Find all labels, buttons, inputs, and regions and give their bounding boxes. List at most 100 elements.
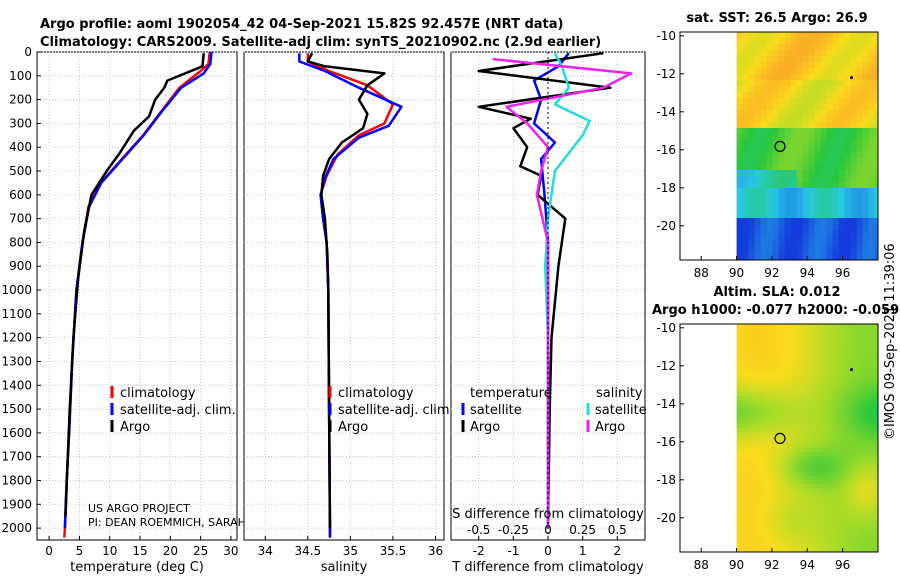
- sla-map-image: [736, 324, 878, 552]
- map-cell: [828, 516, 834, 521]
- map-cell: [872, 324, 878, 329]
- map-cell: [864, 436, 870, 441]
- map-cell: [744, 348, 750, 353]
- y-tick-label: 400: [9, 140, 32, 154]
- map-cell: [802, 248, 810, 255]
- map-cell: [778, 200, 786, 207]
- map-cell: [760, 152, 768, 159]
- map-cell: [796, 56, 804, 63]
- map-cell: [744, 420, 750, 425]
- map-cell: [760, 188, 768, 195]
- map-cell: [844, 230, 852, 237]
- map-cell: [754, 236, 762, 243]
- map-cell: [760, 472, 766, 477]
- map-cell: [808, 194, 816, 201]
- map-cell: [836, 488, 842, 493]
- map-cell: [754, 152, 762, 159]
- y-tick-label: 200: [9, 93, 32, 107]
- map-cell: [800, 404, 806, 409]
- salinity-xlabel: salinity: [321, 560, 368, 575]
- map-cell: [856, 176, 864, 183]
- map-cell: [848, 360, 854, 365]
- map-cell: [820, 104, 828, 111]
- map-cell: [824, 456, 830, 461]
- map-cell: [832, 182, 840, 189]
- map-cell: [868, 424, 874, 429]
- map-cell: [764, 448, 770, 453]
- map-cell: [838, 122, 846, 129]
- map-cell: [802, 68, 810, 75]
- map-cell: [736, 56, 744, 63]
- map-cell: [772, 86, 780, 93]
- map-cell: [828, 468, 834, 473]
- map-cell: [832, 508, 838, 513]
- map-cell: [814, 224, 822, 231]
- map-cell: [768, 540, 774, 545]
- map-cell: [748, 472, 754, 477]
- map-cell: [868, 456, 874, 461]
- map-cell: [840, 448, 846, 453]
- map-cell: [800, 444, 806, 449]
- map-cell: [844, 368, 850, 373]
- map-cell: [832, 344, 838, 349]
- map-cell: [760, 170, 768, 177]
- map-cell: [838, 32, 846, 39]
- map-cell: [844, 528, 850, 533]
- map-cell: [772, 520, 778, 525]
- map-cell: [792, 496, 798, 501]
- map-cell: [850, 212, 858, 219]
- map-cell: [756, 468, 762, 473]
- map-cell: [850, 86, 858, 93]
- map-cell: [862, 188, 870, 195]
- map-cell: [808, 360, 814, 365]
- map-cell: [820, 50, 828, 57]
- map-cell: [856, 344, 862, 349]
- map-cell: [800, 340, 806, 345]
- map-cell: [784, 340, 790, 345]
- map-cell: [856, 182, 864, 189]
- map-cell: [812, 340, 818, 345]
- map-cell: [844, 480, 850, 485]
- map-cell: [860, 452, 866, 457]
- sst-map-frame: [679, 31, 879, 261]
- map-cell: [832, 544, 838, 549]
- map-cell: [736, 86, 744, 93]
- map-cell: [752, 464, 758, 469]
- map-cell: [784, 496, 790, 501]
- map-cell: [836, 484, 842, 489]
- map-cell: [748, 524, 754, 529]
- map-cell: [752, 444, 758, 449]
- map-cell: [832, 420, 838, 425]
- map-cell: [802, 236, 810, 243]
- map-cell: [868, 492, 874, 497]
- map-cell: [796, 500, 802, 505]
- map-cell: [860, 356, 866, 361]
- map-cell: [800, 420, 806, 425]
- map-cell: [864, 508, 870, 513]
- map-cell: [840, 440, 846, 445]
- map-cell: [824, 536, 830, 541]
- map-cell: [860, 404, 866, 409]
- map-cell: [748, 436, 754, 441]
- map-cell: [740, 532, 746, 537]
- map-cell: [778, 56, 786, 63]
- map-cell: [780, 344, 786, 349]
- map-cell: [828, 504, 834, 509]
- map-cell: [784, 128, 792, 135]
- map-cell: [838, 146, 846, 153]
- map-cell: [776, 412, 782, 417]
- map-cell: [776, 368, 782, 373]
- map-cell: [800, 356, 806, 361]
- map-cell: [764, 544, 770, 549]
- map-cell: [748, 336, 754, 341]
- map-cell: [760, 324, 766, 329]
- map-cell: [796, 152, 804, 159]
- map-cell: [764, 368, 770, 373]
- map-cell: [748, 74, 756, 81]
- map-cell: [788, 328, 794, 333]
- map-cell: [856, 444, 862, 449]
- map-cell: [876, 380, 878, 385]
- map-cell: [856, 452, 862, 457]
- map-cell: [748, 412, 754, 417]
- map-cell: [852, 348, 858, 353]
